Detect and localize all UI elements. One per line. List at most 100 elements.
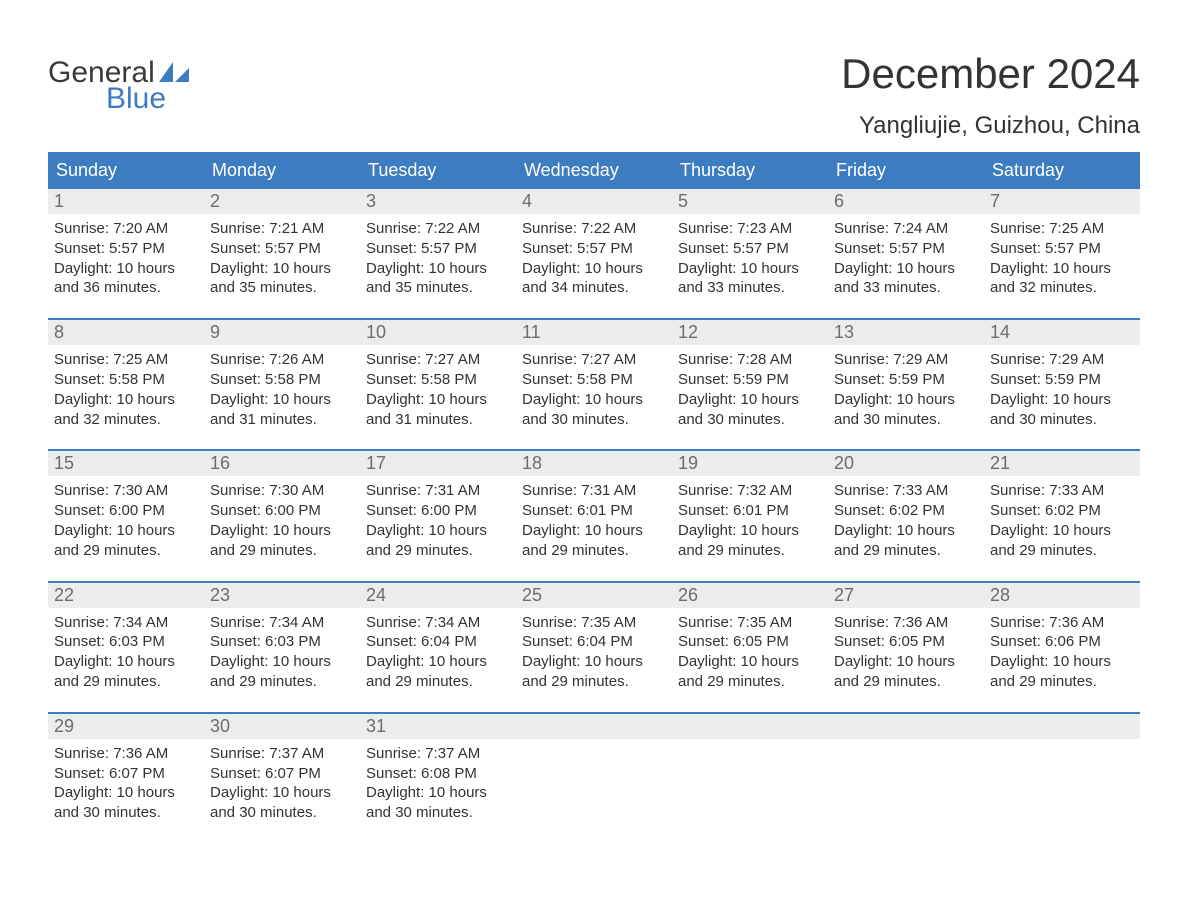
day-cell: 28Sunrise: 7:36 AMSunset: 6:06 PMDayligh… xyxy=(984,583,1140,698)
sunrise-line: Sunrise: 7:24 AM xyxy=(834,219,978,239)
sunrise-line: Sunrise: 7:20 AM xyxy=(54,219,198,239)
day-number-row: · xyxy=(516,714,672,739)
weekday-header: Saturday xyxy=(984,152,1140,189)
day-body: Sunrise: 7:27 AMSunset: 5:58 PMDaylight:… xyxy=(360,345,516,435)
weekday-header: Wednesday xyxy=(516,152,672,189)
day-number: 12 xyxy=(678,322,698,342)
day-number-row: 12 xyxy=(672,320,828,345)
sunset-line: Sunset: 5:57 PM xyxy=(54,239,198,259)
sunset-line: Sunset: 6:02 PM xyxy=(834,501,978,521)
sunset-line: Sunset: 6:08 PM xyxy=(366,764,510,784)
day-cell: 19Sunrise: 7:32 AMSunset: 6:01 PMDayligh… xyxy=(672,451,828,566)
day-body: Sunrise: 7:36 AMSunset: 6:07 PMDaylight:… xyxy=(48,739,204,829)
day-number: 17 xyxy=(366,453,386,473)
day-number-row: 25 xyxy=(516,583,672,608)
sunset-line: Sunset: 5:58 PM xyxy=(54,370,198,390)
day-body: Sunrise: 7:28 AMSunset: 5:59 PMDaylight:… xyxy=(672,345,828,435)
sunrise-line: Sunrise: 7:26 AM xyxy=(210,350,354,370)
day-cell: · xyxy=(516,714,672,829)
daylight-line: Daylight: 10 hours and 36 minutes. xyxy=(54,259,198,299)
day-body: Sunrise: 7:27 AMSunset: 5:58 PMDaylight:… xyxy=(516,345,672,435)
sunrise-line: Sunrise: 7:31 AM xyxy=(366,481,510,501)
day-cell: 9Sunrise: 7:26 AMSunset: 5:58 PMDaylight… xyxy=(204,320,360,435)
day-number: 23 xyxy=(210,585,230,605)
day-body: Sunrise: 7:20 AMSunset: 5:57 PMDaylight:… xyxy=(48,214,204,304)
daylight-line: Daylight: 10 hours and 30 minutes. xyxy=(366,783,510,823)
day-cell: 17Sunrise: 7:31 AMSunset: 6:00 PMDayligh… xyxy=(360,451,516,566)
weeks-container: 1Sunrise: 7:20 AMSunset: 5:57 PMDaylight… xyxy=(48,189,1140,829)
day-number-row: 9 xyxy=(204,320,360,345)
sunset-line: Sunset: 6:07 PM xyxy=(54,764,198,784)
sunrise-line: Sunrise: 7:22 AM xyxy=(366,219,510,239)
day-number: 2 xyxy=(210,191,220,211)
day-cell: · xyxy=(984,714,1140,829)
sunrise-line: Sunrise: 7:30 AM xyxy=(210,481,354,501)
sunset-line: Sunset: 5:59 PM xyxy=(834,370,978,390)
daylight-line: Daylight: 10 hours and 29 minutes. xyxy=(210,521,354,561)
sunset-line: Sunset: 6:00 PM xyxy=(210,501,354,521)
day-body: Sunrise: 7:22 AMSunset: 5:57 PMDaylight:… xyxy=(360,214,516,304)
day-cell: 22Sunrise: 7:34 AMSunset: 6:03 PMDayligh… xyxy=(48,583,204,698)
day-number-row: 2 xyxy=(204,189,360,214)
daylight-line: Daylight: 10 hours and 30 minutes. xyxy=(678,390,822,430)
daylight-line: Daylight: 10 hours and 30 minutes. xyxy=(990,390,1134,430)
day-number-row: 19 xyxy=(672,451,828,476)
day-cell: 8Sunrise: 7:25 AMSunset: 5:58 PMDaylight… xyxy=(48,320,204,435)
day-number: 20 xyxy=(834,453,854,473)
day-number: 3 xyxy=(366,191,376,211)
day-cell: 3 Sunrise: 7:22 AMSunset: 5:57 PMDaylight… xyxy=(360,189,516,304)
day-body: Sunrise: 7:26 AMSunset: 5:58 PMDaylight:… xyxy=(204,345,360,435)
day-cell: 2Sunrise: 7:21 AMSunset: 5:57 PMDaylight… xyxy=(204,189,360,304)
day-number: 25 xyxy=(522,585,542,605)
sunset-line: Sunset: 6:02 PM xyxy=(990,501,1134,521)
sunrise-line: Sunrise: 7:37 AM xyxy=(366,744,510,764)
daylight-line: Daylight: 10 hours and 29 minutes. xyxy=(54,521,198,561)
daylight-line: Daylight: 10 hours and 31 minutes. xyxy=(366,390,510,430)
day-number: 15 xyxy=(54,453,74,473)
sunrise-line: Sunrise: 7:27 AM xyxy=(522,350,666,370)
daylight-line: Daylight: 10 hours and 33 minutes. xyxy=(678,259,822,299)
day-body: Sunrise: 7:30 AMSunset: 6:00 PMDaylight:… xyxy=(204,476,360,566)
sunrise-line: Sunrise: 7:33 AM xyxy=(990,481,1134,501)
daylight-line: Daylight: 10 hours and 30 minutes. xyxy=(210,783,354,823)
day-number-row: 23 xyxy=(204,583,360,608)
day-number: 6 xyxy=(834,191,844,211)
sunrise-line: Sunrise: 7:32 AM xyxy=(678,481,822,501)
daylight-line: Daylight: 10 hours and 34 minutes. xyxy=(522,259,666,299)
sunrise-line: Sunrise: 7:25 AM xyxy=(54,350,198,370)
week-row: 29 Sunrise: 7:36 AMSunset: 6:07 PMDayligh… xyxy=(48,712,1140,829)
sunset-line: Sunset: 6:00 PM xyxy=(54,501,198,521)
day-number-row: 28 xyxy=(984,583,1140,608)
day-number-row: 16 xyxy=(204,451,360,476)
day-number-row: · xyxy=(984,714,1140,739)
daylight-line: Daylight: 10 hours and 29 minutes. xyxy=(678,521,822,561)
day-number-row: 6 xyxy=(828,189,984,214)
day-number: 29 xyxy=(54,716,74,736)
day-number: 14 xyxy=(990,322,1010,342)
sunrise-line: Sunrise: 7:28 AM xyxy=(678,350,822,370)
day-cell: 18Sunrise: 7:31 AMSunset: 6:01 PMDayligh… xyxy=(516,451,672,566)
day-cell: 15 Sunrise: 7:30 AMSunset: 6:00 PMDayligh… xyxy=(48,451,204,566)
sunrise-line: Sunrise: 7:30 AM xyxy=(54,481,198,501)
location-label: Yangliujie, Guizhou, China xyxy=(841,112,1140,140)
week-row: 8Sunrise: 7:25 AMSunset: 5:58 PMDaylight… xyxy=(48,318,1140,435)
sunset-line: Sunset: 5:57 PM xyxy=(366,239,510,259)
day-number-row: 20 xyxy=(828,451,984,476)
daylight-line: Daylight: 10 hours and 30 minutes. xyxy=(54,783,198,823)
daylight-line: Daylight: 10 hours and 29 minutes. xyxy=(54,652,198,692)
daylight-line: Daylight: 10 hours and 32 minutes. xyxy=(54,390,198,430)
day-number: 10 xyxy=(366,322,386,342)
day-cell: 23Sunrise: 7:34 AMSunset: 6:03 PMDayligh… xyxy=(204,583,360,698)
day-number: 27 xyxy=(834,585,854,605)
sunset-line: Sunset: 5:57 PM xyxy=(210,239,354,259)
weekday-header: Friday xyxy=(828,152,984,189)
day-body: Sunrise: 7:30 AMSunset: 6:00 PMDaylight:… xyxy=(48,476,204,566)
day-number: 18 xyxy=(522,453,542,473)
daylight-line: Daylight: 10 hours and 29 minutes. xyxy=(366,652,510,692)
weekday-header: Sunday xyxy=(48,152,204,189)
day-body: Sunrise: 7:29 AMSunset: 5:59 PMDaylight:… xyxy=(828,345,984,435)
day-number-row: 4 xyxy=(516,189,672,214)
daylight-line: Daylight: 10 hours and 31 minutes. xyxy=(210,390,354,430)
sunrise-line: Sunrise: 7:23 AM xyxy=(678,219,822,239)
day-body: Sunrise: 7:25 AMSunset: 5:58 PMDaylight:… xyxy=(48,345,204,435)
